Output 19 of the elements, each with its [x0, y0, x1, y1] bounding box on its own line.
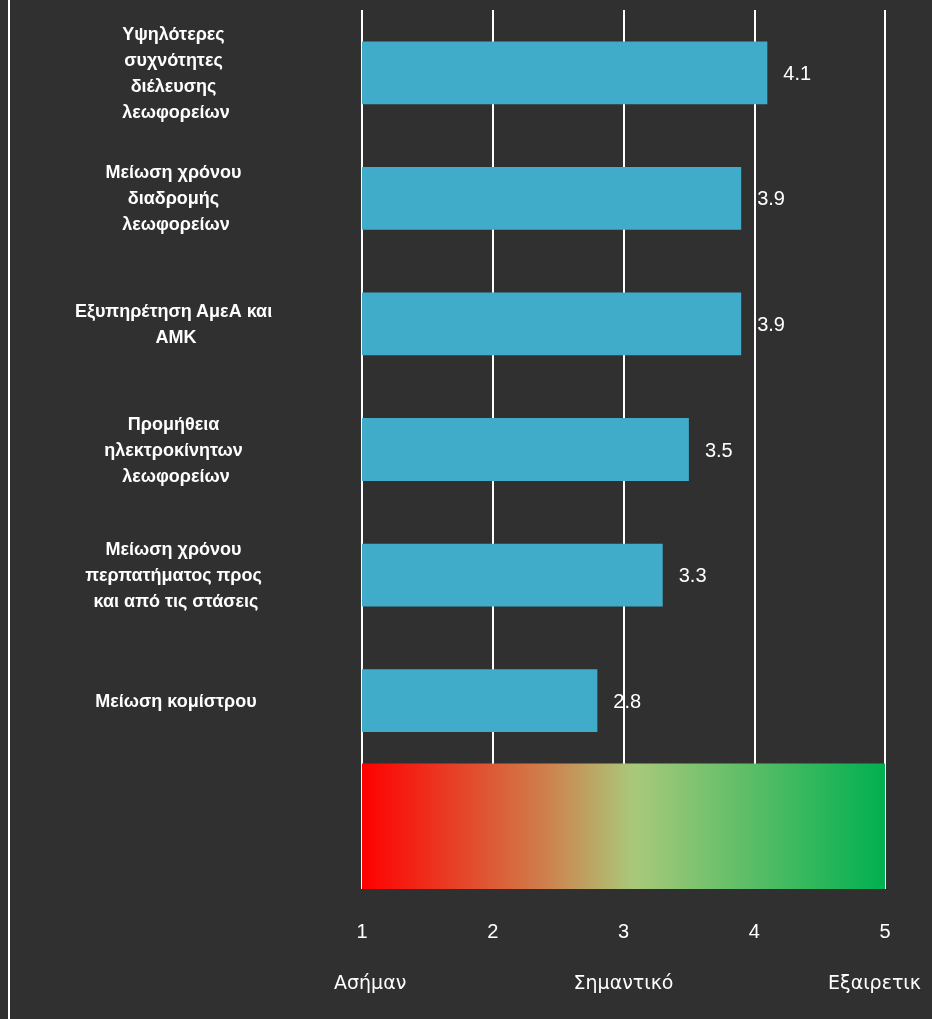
x-tick-label: 4 [748, 920, 760, 942]
y-tick-label: Μείωση κομίστρου [95, 690, 257, 711]
y-tick-label: Υψηλότερες συχνότητες διέλευσης λεωφορείων [122, 23, 230, 122]
data-label: 3.9 [757, 312, 785, 335]
data-label: 3.9 [757, 187, 785, 210]
x-tick-label: 3 [617, 920, 630, 942]
x-tick-label: 5 [879, 920, 891, 942]
data-label: 3.5 [704, 438, 733, 461]
x-tick-label: 1 [356, 920, 368, 942]
text: Εξαιρετικ [828, 970, 921, 993]
y-tick-label: Μείωση χρόνου περπατήματος προς και από τις στάσεις [85, 539, 267, 612]
y-tick-label: Μείωση χρόνου διαδρομής λεωφορείων [105, 162, 247, 235]
y-tick-label: Προμήθεια ηλεκτροκίνητων λεωφορείων [104, 413, 248, 486]
text: Ασήμαν [334, 970, 407, 993]
data-label: 3.3 [678, 564, 707, 587]
data-label: 4.1 [783, 61, 812, 84]
text: Σημαντικό [573, 970, 674, 993]
y-tick-label: Εξυπηρέτηση ΑμεΑ και ΑΜΚ [74, 300, 278, 347]
x-tick-label: 2 [487, 920, 499, 942]
